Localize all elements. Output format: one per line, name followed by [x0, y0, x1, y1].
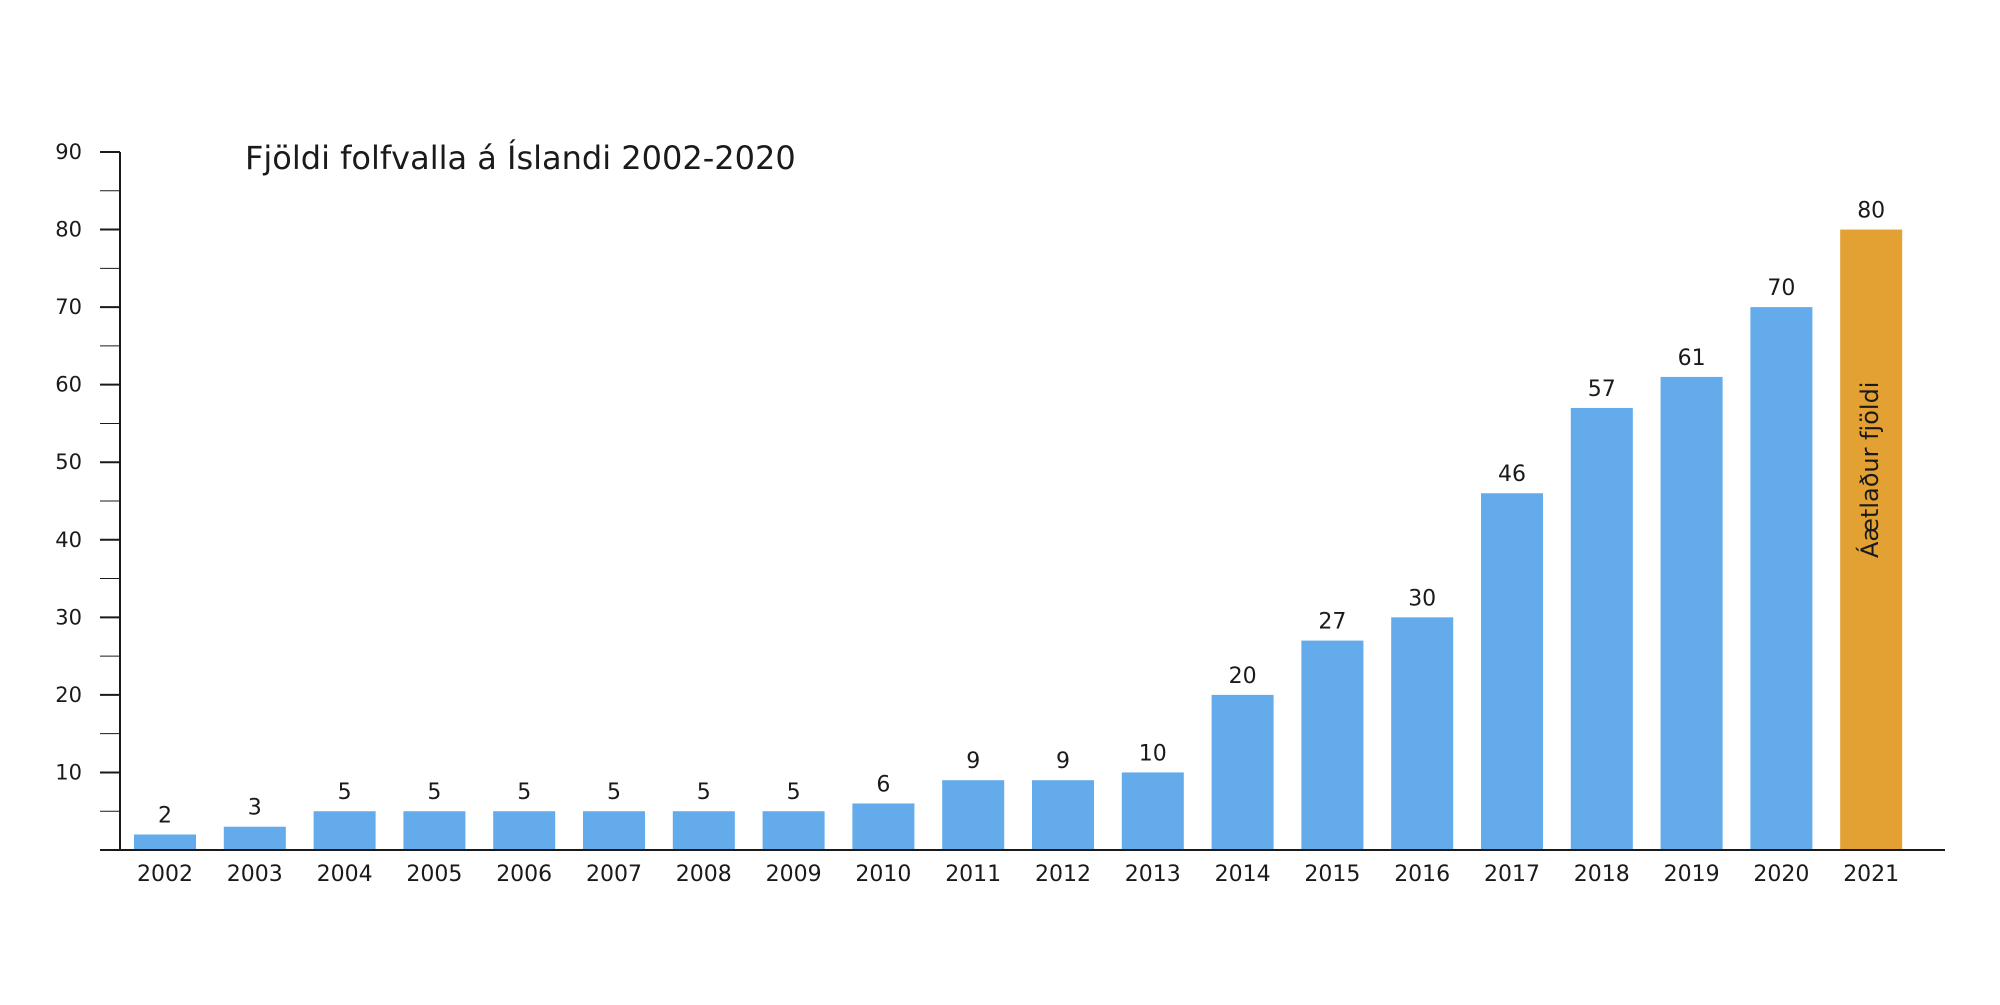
y-tick-label: 50: [55, 450, 82, 474]
x-tick-label: 2020: [1753, 862, 1809, 887]
y-tick-label: 10: [55, 760, 82, 784]
bar-value-label: 5: [787, 780, 801, 805]
bar-value-label: 9: [1056, 749, 1070, 774]
x-tick-label: 2018: [1574, 862, 1630, 887]
x-tick-label: 2002: [137, 862, 193, 887]
x-tick-label: 2013: [1125, 862, 1181, 887]
bar: [1570, 407, 1633, 850]
bar-value-label: 46: [1498, 462, 1526, 487]
bar-value-label: 27: [1318, 610, 1346, 635]
y-tick-label: 30: [55, 605, 82, 629]
x-tick-label: 2008: [676, 862, 732, 887]
bar-value-label: 5: [427, 780, 441, 805]
y-axis: 10 20 30 40 50 60 70 80 90: [55, 140, 121, 850]
bar: [942, 780, 1005, 850]
bar-value-label: 6: [876, 772, 890, 797]
y-tick-label: 40: [55, 528, 82, 552]
bar-value-label: 9: [966, 749, 980, 774]
bar-value-label: 2: [158, 803, 172, 828]
bar-value-label: 30: [1408, 586, 1436, 611]
bar-value-label: 5: [338, 780, 352, 805]
x-tick-label: 2007: [586, 862, 642, 887]
x-axis-labels-group: 2002 2003 2004 2005 2006 2007 2008 2009 2010 2011…: [137, 862, 1899, 887]
bar: [852, 803, 915, 850]
bar: [223, 826, 286, 850]
x-tick-label: 2010: [855, 862, 911, 887]
bar-value-label: 20: [1229, 664, 1257, 689]
x-tick-label: 2004: [317, 862, 373, 887]
x-tick-label: 2009: [766, 862, 822, 887]
bar: [1301, 640, 1364, 850]
y-tick-label: 70: [55, 295, 82, 319]
x-tick-label: 2003: [227, 862, 283, 887]
bar-value-label: 10: [1139, 741, 1167, 766]
x-tick-label: 2017: [1484, 862, 1540, 887]
x-tick-label: 2014: [1215, 862, 1271, 887]
bars-group: [134, 229, 1903, 851]
y-tick-label: 20: [55, 683, 82, 707]
bar-value-label: 70: [1767, 276, 1795, 301]
y-tick-label: 90: [55, 140, 82, 164]
value-labels-group: 2 3 5 5 5 5 5 5 6 9 9 10 20 27 30 46 57 61 70 80 Áætlaður fj…: [158, 199, 1885, 829]
x-tick-label: 2005: [406, 862, 462, 887]
bar: [1750, 307, 1813, 851]
y-tick-label: 60: [55, 373, 82, 397]
bar: [313, 811, 376, 850]
x-tick-label: 2016: [1394, 862, 1450, 887]
bar: [1032, 780, 1094, 850]
chart-title: Fjöldi folfvalla á Íslandi 2002-2020: [245, 139, 796, 177]
x-tick-label: 2015: [1304, 862, 1360, 887]
bar-value-label: 5: [517, 780, 531, 805]
bar: [1660, 376, 1723, 850]
bar-value-label: 80: [1857, 199, 1885, 224]
x-tick-label: 2019: [1664, 862, 1720, 887]
x-tick-label: 2021: [1843, 862, 1899, 887]
bar: [583, 811, 645, 850]
bar: [1211, 694, 1274, 850]
bar-value-label: 57: [1588, 377, 1616, 402]
bar: [134, 834, 196, 850]
x-tick-label: 2011: [945, 862, 1001, 887]
bar: [1121, 772, 1184, 850]
bar: [672, 811, 735, 850]
x-tick-label: 2006: [496, 862, 552, 887]
bar: [1391, 617, 1454, 850]
bar: [493, 811, 556, 850]
bar-value-label: 3: [248, 796, 262, 821]
bar-value-label: 61: [1678, 346, 1706, 371]
y-tick-label: 80: [55, 218, 82, 242]
bar-value-label: 5: [607, 780, 621, 805]
bar-estimated: [1840, 229, 1903, 851]
bar: [1481, 493, 1543, 850]
bar: [403, 811, 466, 850]
bar: [762, 811, 825, 850]
bar-value-label: 5: [697, 780, 711, 805]
x-tick-label: 2012: [1035, 862, 1091, 887]
estimated-bar-label: Áætlaður fjöldi: [1855, 382, 1884, 559]
